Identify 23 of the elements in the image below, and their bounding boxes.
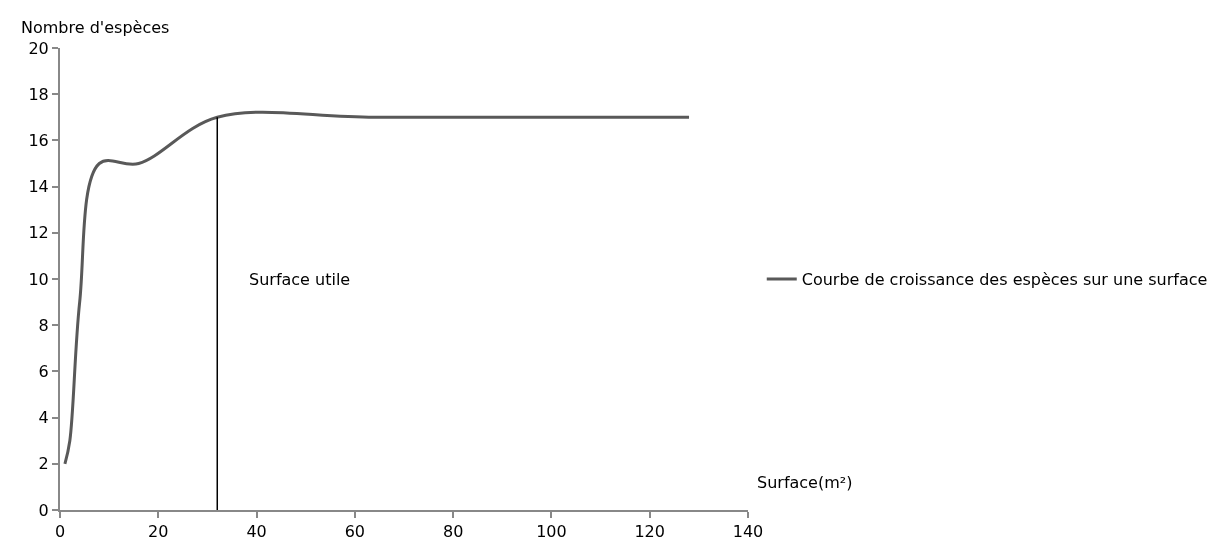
x-tick-label: 20 — [148, 522, 169, 542]
y-tick-label: 12 — [28, 223, 49, 243]
y-tick-label: 8 — [38, 315, 49, 335]
y-tick-label: 14 — [28, 177, 49, 197]
y-tick-label: 10 — [28, 269, 49, 289]
y-tick-label: 2 — [38, 454, 49, 474]
legend-label: Courbe de croissance des espèces sur une surface — [801, 270, 1208, 290]
x-axis-title: Surface(m²) — [757, 473, 853, 492]
y-tick-label: 4 — [38, 408, 49, 428]
x-tick-label: 140 — [732, 522, 764, 542]
y-tick-label: 6 — [38, 362, 49, 381]
y-tick-label: 18 — [28, 84, 49, 104]
y-tick-label: 16 — [28, 131, 49, 150]
x-tick-label: 60 — [344, 522, 366, 542]
x-tick-label: 80 — [442, 522, 464, 542]
x-tick-label: 100 — [536, 522, 567, 542]
ref-line-label: Surface utile — [249, 270, 351, 289]
x-tick-label: 40 — [246, 522, 267, 542]
y-axis-title: Nombre d'espèces — [21, 18, 170, 37]
y-tick-label: 20 — [28, 38, 49, 58]
y-tick-label: 0 — [38, 500, 49, 520]
x-tick-label: 120 — [634, 522, 665, 542]
x-tick-label: 0 — [54, 522, 66, 542]
